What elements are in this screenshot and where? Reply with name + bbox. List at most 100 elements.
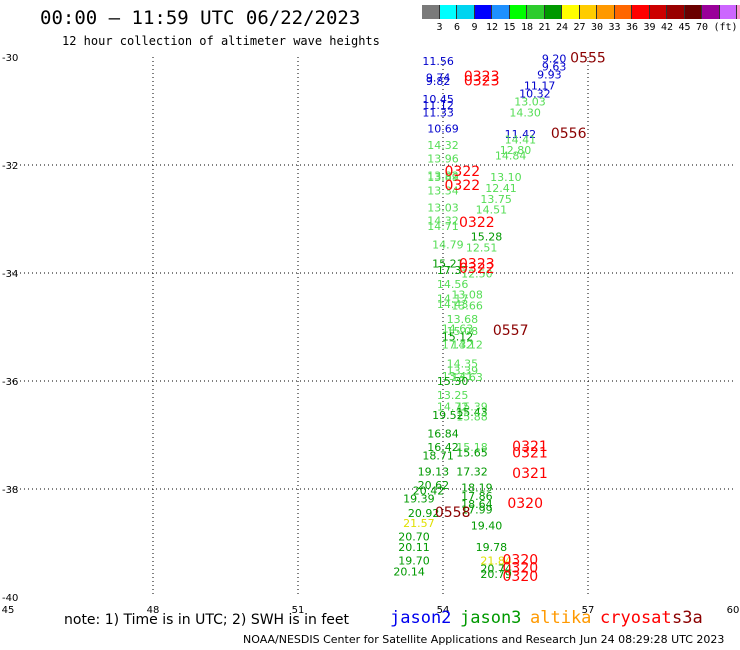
y-tick-label: -32 [2, 161, 18, 172]
color-label: 27 [573, 22, 586, 33]
swh-value: 20.14 [393, 565, 425, 578]
swh-value: 16.84 [427, 428, 459, 441]
swh-value: 13.10 [490, 171, 522, 184]
swh-value: 10.32 [519, 88, 551, 101]
swh-value: 13.08 [451, 288, 483, 301]
color-swatch [684, 5, 702, 19]
color-swatch [649, 5, 667, 19]
color-swatch [562, 5, 580, 19]
swh-value: 15.30 [437, 375, 469, 388]
x-tick-label: 60 [727, 605, 740, 616]
swh-value: 13.75 [480, 193, 512, 206]
color-swatch [632, 5, 650, 19]
pass-time: 0322 [445, 164, 481, 180]
x-tick-label: 54 [437, 605, 450, 616]
pass-time: 0322 [445, 178, 481, 194]
swh-value: 14.43 [437, 298, 469, 311]
pass-time: 0320 [503, 553, 539, 569]
color-swatch [667, 5, 685, 19]
color-swatch [597, 5, 615, 19]
swh-value: 13.66 [451, 300, 483, 313]
pass-time: 0321 [512, 466, 548, 482]
swh-value: 14.32 [427, 139, 459, 152]
color-swatch [439, 5, 457, 19]
swh-value: 13.68 [447, 313, 479, 326]
page-subtitle: 12 hour collection of altimeter wave hei… [62, 34, 380, 48]
swh-value: 14.35 [447, 358, 479, 371]
swh-value: 17.32 [442, 339, 474, 352]
color-label: 45 [678, 22, 691, 33]
pass-time: 0556 [551, 126, 587, 142]
color-swatch [457, 5, 475, 19]
swh-value: 11.42 [505, 128, 537, 141]
y-tick-label: -36 [2, 377, 18, 388]
swh-value: 13.89 [427, 171, 459, 184]
swh-value: 14.17 [437, 293, 469, 306]
swh-value: 19.40 [471, 520, 503, 533]
swh-value: 11.12 [422, 99, 454, 112]
satellite-altika: altika [530, 608, 592, 628]
swh-value: 20.42 [413, 484, 445, 497]
color-label: 30 [590, 22, 604, 33]
pass-time: 0323 [459, 257, 495, 273]
pass-time: 0323 [464, 69, 500, 85]
pass-time: 0322 [459, 261, 495, 277]
satellite-cryosat: cryosat [600, 608, 672, 628]
swh-value: 14.12 [451, 339, 483, 352]
swh-value: 13.03 [427, 201, 459, 214]
swh-value: 12.41 [485, 182, 517, 195]
swh-value: 17.99 [461, 503, 493, 516]
swh-value: 13.39 [447, 365, 479, 378]
color-swatch [492, 5, 510, 19]
footer-note: note: 1) Time is in UTC; 2) SWH is in fe… [64, 612, 350, 628]
swh-value: 14.72 [437, 401, 469, 414]
pass-time: 0323 [464, 74, 500, 90]
color-swatch [527, 5, 545, 19]
color-label: 15 [503, 22, 516, 33]
swh-value: 14.41 [505, 133, 537, 146]
color-label: 24 [555, 22, 569, 33]
color-swatch [737, 5, 740, 19]
swh-value: 15.28 [471, 231, 503, 244]
swh-value: 19.70 [398, 555, 430, 568]
color-label: 18 [520, 22, 534, 33]
swh-value: 19.52 [432, 409, 464, 422]
swh-value: 14.84 [495, 150, 527, 163]
pass-time: 0557 [493, 323, 529, 339]
swh-value: 11.17 [524, 79, 556, 92]
x-tick-label: 51 [292, 605, 305, 616]
color-swatch [719, 5, 737, 19]
swh-value: 14.56 [437, 278, 469, 291]
swh-value: 14.30 [509, 106, 541, 119]
pass-time: 0555 [570, 50, 606, 66]
swh-value: 20.74 [480, 563, 512, 576]
axis-labels: 45 48 51 54 57 60 -30 -32 -34 -36 -38 -40 [2, 53, 740, 616]
graticule [8, 57, 733, 597]
swh-value: 9.93 [537, 69, 562, 82]
color-label: 12 [485, 22, 499, 33]
pass-time: 0321 [512, 446, 548, 462]
swh-value: 11.33 [422, 106, 454, 119]
swh-value: 19.39 [403, 493, 435, 506]
swh-value: 20.70 [398, 530, 430, 543]
swh-value: 18.19 [461, 482, 493, 495]
swh-value: 20.62 [418, 479, 450, 492]
swh-value: 9.74 [426, 71, 451, 84]
x-tick-label: 48 [147, 605, 160, 616]
swh-value: 20.79 [480, 568, 512, 581]
swh-value: 15.43 [456, 406, 488, 419]
color-label: 21 [538, 22, 551, 33]
swh-value: 18.71 [422, 449, 454, 462]
swh-value: 13.63 [451, 371, 483, 384]
satellite-jason2: jason2 [390, 608, 452, 628]
swh-value: 19.13 [418, 466, 450, 479]
pass-time: 0321 [512, 439, 548, 455]
color-unit: (ft) [713, 22, 738, 33]
swh-value: 20.11 [398, 541, 430, 554]
swh-value: 16.42 [427, 441, 459, 454]
swh-value: 15.18 [456, 441, 488, 454]
swh-value: 12.80 [500, 144, 532, 157]
satellite-s3a: s3a [672, 608, 703, 628]
swh-value: 9.63 [542, 61, 567, 74]
swh-value: 10.69 [427, 123, 459, 136]
